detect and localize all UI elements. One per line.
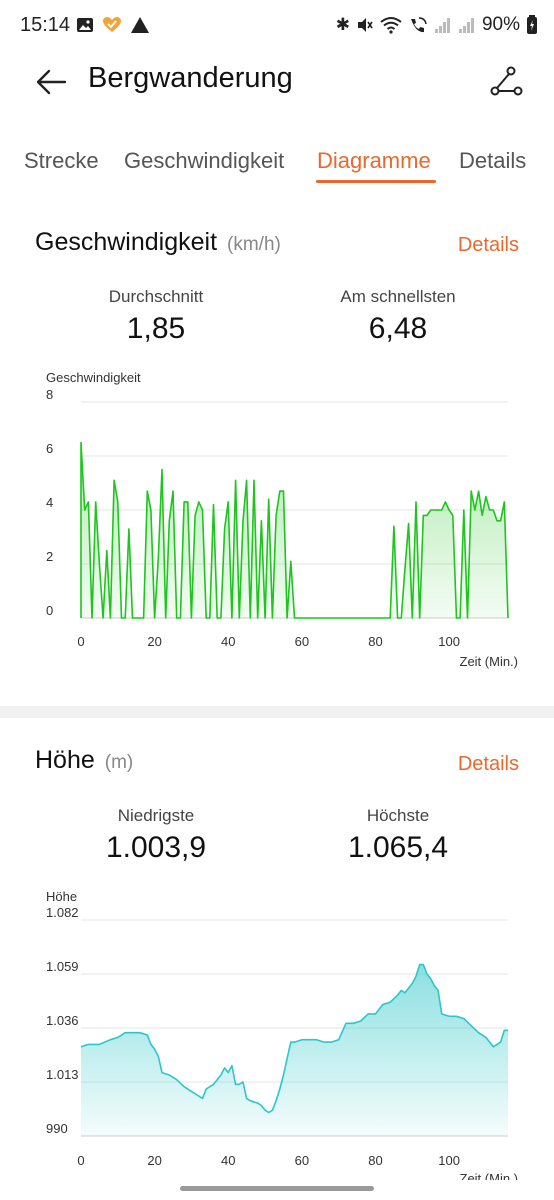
battery-charging-icon [527, 15, 537, 34]
y-tick-label: 0 [46, 603, 53, 618]
elevation-title: Höhe [35, 746, 95, 774]
y-tick-label: 1.059 [46, 959, 79, 974]
battery-percent: 90% [481, 14, 520, 35]
elevation-details-link[interactable]: Details [457, 753, 519, 775]
elevation-max-value: 1.065,4 [347, 831, 449, 864]
page-title: Bergwanderung [88, 62, 293, 94]
elevation-chart: Höhe 1.082 1.059 1.036 1.013 990 0 20 40 60 80 100 Z… [0, 880, 554, 1180]
elevation-min-label: Niedrigste [117, 806, 195, 825]
speed-title: Geschwindigkeit [35, 228, 218, 256]
y-tick-label: 4 [46, 495, 53, 510]
y-tick-label: 8 [46, 387, 53, 402]
tab-geschwindigkeit[interactable]: Geschwindigkeit [124, 148, 285, 173]
tab-bar: Strecke Geschwindigkeit Diagramme Detail… [0, 140, 554, 190]
section-divider [0, 706, 554, 718]
back-button[interactable] [32, 64, 72, 100]
route-icon [490, 66, 523, 96]
x-tick-label: 20 [147, 634, 161, 649]
speed-max-label: Am schnellsten [340, 287, 456, 306]
x-tick-label: 20 [147, 1153, 161, 1168]
status-bar: 15:14 ✱ 90% [0, 0, 554, 52]
series-line [80, 441, 509, 619]
status-time: 15:14 [20, 14, 71, 36]
y-tick-label: 2 [46, 549, 53, 564]
elevation-unit: (m) [104, 752, 134, 773]
bluetooth-icon: ✱ [335, 15, 350, 34]
series-area [81, 442, 508, 618]
x-tick-label: 40 [221, 634, 235, 649]
notification-icons [76, 16, 150, 34]
speed-details-link[interactable]: Details [457, 234, 519, 256]
tab-strecke[interactable]: Strecke [24, 148, 99, 173]
speed-chart: Geschwindigkeit 8 6 4 2 0 0 20 40 60 80 100 Zeit (Mi… [0, 360, 554, 680]
y-tick-label: 990 [46, 1121, 68, 1136]
app-bar: Bergwanderung [0, 52, 554, 112]
x-tick-label: 100 [438, 634, 460, 649]
x-tick-label: 100 [438, 1153, 460, 1168]
home-indicator[interactable] [180, 1186, 374, 1191]
x-axis-title: Zeit (Min.) [460, 1171, 519, 1180]
tab-diagramme[interactable]: Diagramme [317, 148, 431, 173]
speed-average-value: 1,85 [126, 312, 186, 345]
x-tick-label: 80 [368, 1153, 382, 1168]
app-heart-icon [103, 17, 121, 32]
y-tick-label: 6 [46, 441, 53, 456]
speed-unit: (km/h) [227, 234, 281, 255]
tab-details[interactable]: Details [459, 148, 527, 173]
speed-average-label: Durchschnitt [108, 287, 204, 306]
route-button[interactable] [486, 62, 526, 102]
x-tick-label: 60 [295, 634, 309, 649]
wifi-icon [380, 17, 402, 34]
x-tick-label: 60 [295, 1153, 309, 1168]
series-line [80, 963, 508, 1114]
y-axis-title: Geschwindigkeit [46, 370, 141, 385]
x-tick-label: 80 [368, 634, 382, 649]
speed-section-title: Geschwindigkeit (km/h) [35, 228, 281, 257]
x-tick-label: 0 [77, 634, 84, 649]
mute-icon [357, 18, 373, 32]
x-axis-title: Zeit (Min.) [460, 654, 519, 669]
series-area [81, 964, 508, 1136]
elevation-section-title: Höhe (m) [35, 746, 133, 775]
call-wifi-icon [410, 17, 427, 33]
image-icon [77, 18, 93, 32]
signal-icon [434, 18, 450, 33]
y-axis-title: Höhe [46, 889, 77, 904]
active-tab-indicator [316, 180, 436, 183]
speed-max-value: 6,48 [368, 312, 428, 345]
y-tick-label: 1.082 [46, 905, 79, 920]
y-tick-label: 1.013 [46, 1067, 79, 1082]
elevation-min-value: 1.003,9 [105, 831, 207, 864]
signal-icon [458, 18, 474, 33]
x-tick-label: 0 [77, 1153, 84, 1168]
system-icons: ✱ 90% [336, 14, 538, 36]
alert-triangle-icon [131, 17, 149, 33]
y-tick-label: 1.036 [46, 1013, 79, 1028]
x-tick-label: 40 [221, 1153, 235, 1168]
elevation-max-label: Höchste [366, 806, 430, 825]
arrow-left-icon [36, 69, 67, 95]
